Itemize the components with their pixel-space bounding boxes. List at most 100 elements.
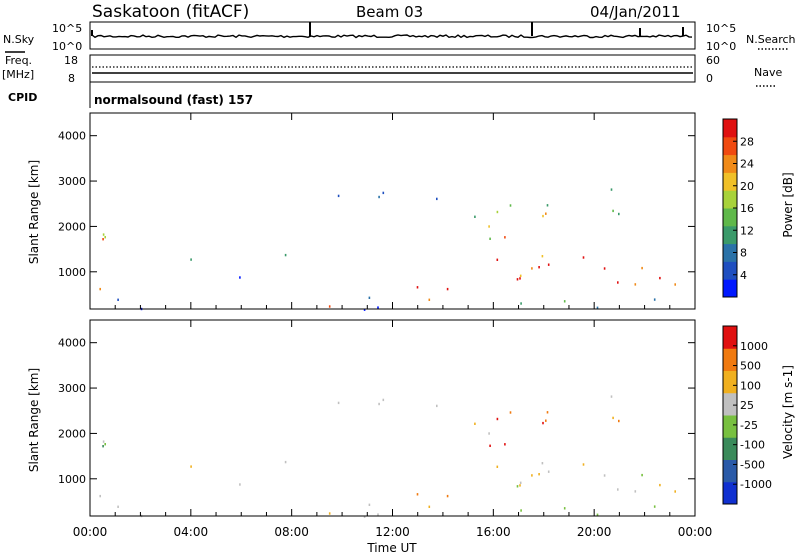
velocity-cell bbox=[520, 509, 522, 512]
velocity-cell bbox=[428, 505, 431, 508]
cpid-label: CPID bbox=[8, 91, 37, 104]
velocity-ylabel: Slant Range [km] bbox=[27, 368, 41, 472]
power-cell bbox=[603, 267, 606, 270]
colorbar-swatch bbox=[723, 154, 737, 173]
power-heatmap bbox=[99, 188, 676, 311]
velocity-cell bbox=[239, 483, 241, 486]
beam-title: Beam 03 bbox=[356, 3, 423, 21]
velocity-cell bbox=[516, 485, 519, 488]
power-cell bbox=[504, 236, 506, 239]
velocity-cell bbox=[563, 507, 566, 510]
power-cell bbox=[104, 236, 106, 239]
velocity-cell bbox=[610, 395, 613, 398]
velocity-cell bbox=[546, 411, 549, 414]
power-cell bbox=[519, 274, 522, 277]
power-cell bbox=[516, 278, 519, 281]
velocity-cell bbox=[519, 481, 522, 484]
velocity-cell bbox=[547, 470, 550, 473]
time-axis-label: Time UT bbox=[366, 541, 417, 554]
xtick-label: 08:00 bbox=[274, 525, 309, 539]
velocity-cell bbox=[603, 474, 606, 477]
velocity-cell bbox=[582, 463, 585, 466]
velocity-cell bbox=[545, 419, 547, 422]
colorbar-swatch bbox=[723, 370, 737, 394]
time-axis: 00:00 04:00 08:00 12:00 16:00 20:00 00:00 bbox=[73, 113, 713, 539]
colorbar-tick-label: 8 bbox=[740, 247, 747, 260]
power-cell bbox=[674, 283, 676, 286]
xtick-label: 20:00 bbox=[577, 525, 612, 539]
velocity-cell bbox=[328, 512, 331, 515]
power-cell bbox=[634, 283, 637, 286]
colorbar-tick-label: 28 bbox=[740, 135, 754, 148]
xtick-label: 04:00 bbox=[174, 525, 209, 539]
noise-tick-top-right: 10^5 bbox=[706, 22, 736, 35]
colorbar-tick-label: 12 bbox=[740, 224, 754, 237]
noise-tick-bottom-left: 10^0 bbox=[52, 40, 82, 53]
nave-tick-top: 60 bbox=[706, 54, 720, 67]
power-cell bbox=[363, 308, 366, 311]
colorbar-tick-label: -1000 bbox=[740, 478, 772, 491]
velocity-cell bbox=[102, 445, 104, 448]
power-cell bbox=[582, 256, 585, 259]
velocity-cell bbox=[363, 515, 366, 518]
velocity-cell bbox=[284, 460, 287, 464]
velocity-colorbar: 1000 500 100 25 -25 -100 -500 -1000 bbox=[722, 325, 772, 505]
xtick-label: 00:00 bbox=[678, 525, 713, 539]
velocity-cell bbox=[519, 484, 521, 487]
velocity-cell bbox=[488, 432, 490, 435]
velocity-cell bbox=[190, 465, 192, 468]
colorbar-swatch bbox=[723, 326, 737, 349]
colorbar-swatch bbox=[723, 225, 737, 245]
ytick-label: 4000 bbox=[58, 130, 86, 143]
ytick-label: 2000 bbox=[58, 427, 86, 440]
ytick-label: 4000 bbox=[58, 337, 86, 350]
noise-tick-bottom-right: 10^0 bbox=[706, 40, 736, 53]
velocity-colorbar-label: Velocity [m s-1] bbox=[781, 365, 795, 459]
nave-label: Nave bbox=[754, 66, 782, 79]
velocity-cell bbox=[596, 513, 599, 516]
power-cell bbox=[190, 258, 192, 261]
power-cell bbox=[488, 225, 490, 228]
power-yaxis: 1000 2000 3000 4000 bbox=[58, 130, 695, 279]
power-cell bbox=[509, 204, 512, 207]
velocity-cell bbox=[496, 465, 499, 468]
velocity-cell bbox=[641, 473, 643, 477]
velocity-cell bbox=[659, 483, 661, 487]
freq-unit: [MHz] bbox=[2, 68, 34, 81]
power-cell bbox=[519, 277, 521, 280]
velocity-cell bbox=[436, 404, 438, 408]
colorbar-swatch bbox=[723, 190, 737, 209]
power-cell bbox=[489, 237, 491, 240]
velocity-heatmap bbox=[99, 395, 676, 518]
colorbar-swatch bbox=[723, 208, 737, 227]
power-cell bbox=[239, 276, 241, 279]
colorbar-swatch bbox=[723, 279, 737, 298]
ytick-label: 1000 bbox=[58, 473, 86, 486]
power-cell bbox=[641, 266, 643, 270]
xtick-label: 00:00 bbox=[73, 525, 108, 539]
freq-tick-top: 18 bbox=[64, 54, 78, 67]
ytick-label: 3000 bbox=[58, 382, 86, 395]
power-panel-frame bbox=[89, 112, 696, 310]
colorbar-tick-label: 1000 bbox=[740, 340, 768, 353]
power-cell bbox=[117, 298, 119, 301]
power-cell bbox=[612, 209, 614, 213]
colorbar-tick-label: 16 bbox=[740, 202, 754, 215]
power-cell bbox=[542, 214, 544, 218]
power-cell bbox=[446, 287, 449, 291]
velocity-cell bbox=[416, 493, 419, 496]
power-cell bbox=[377, 306, 379, 309]
freq-tick-bottom: 8 bbox=[68, 72, 75, 85]
power-cell bbox=[428, 298, 431, 301]
colorbar-swatch bbox=[723, 392, 737, 416]
nsky-label: N.Sky bbox=[3, 33, 35, 46]
velocity-cell bbox=[474, 422, 476, 425]
colorbar-tick-label: -500 bbox=[740, 458, 765, 471]
velocity-cell bbox=[99, 494, 101, 498]
power-cell bbox=[284, 253, 287, 257]
colorbar-tick-label: 25 bbox=[740, 399, 754, 412]
colorbar-tick-label: 20 bbox=[740, 180, 754, 193]
power-cell bbox=[496, 210, 499, 214]
colorbar-swatch bbox=[723, 459, 737, 483]
velocity-cell bbox=[509, 411, 512, 414]
